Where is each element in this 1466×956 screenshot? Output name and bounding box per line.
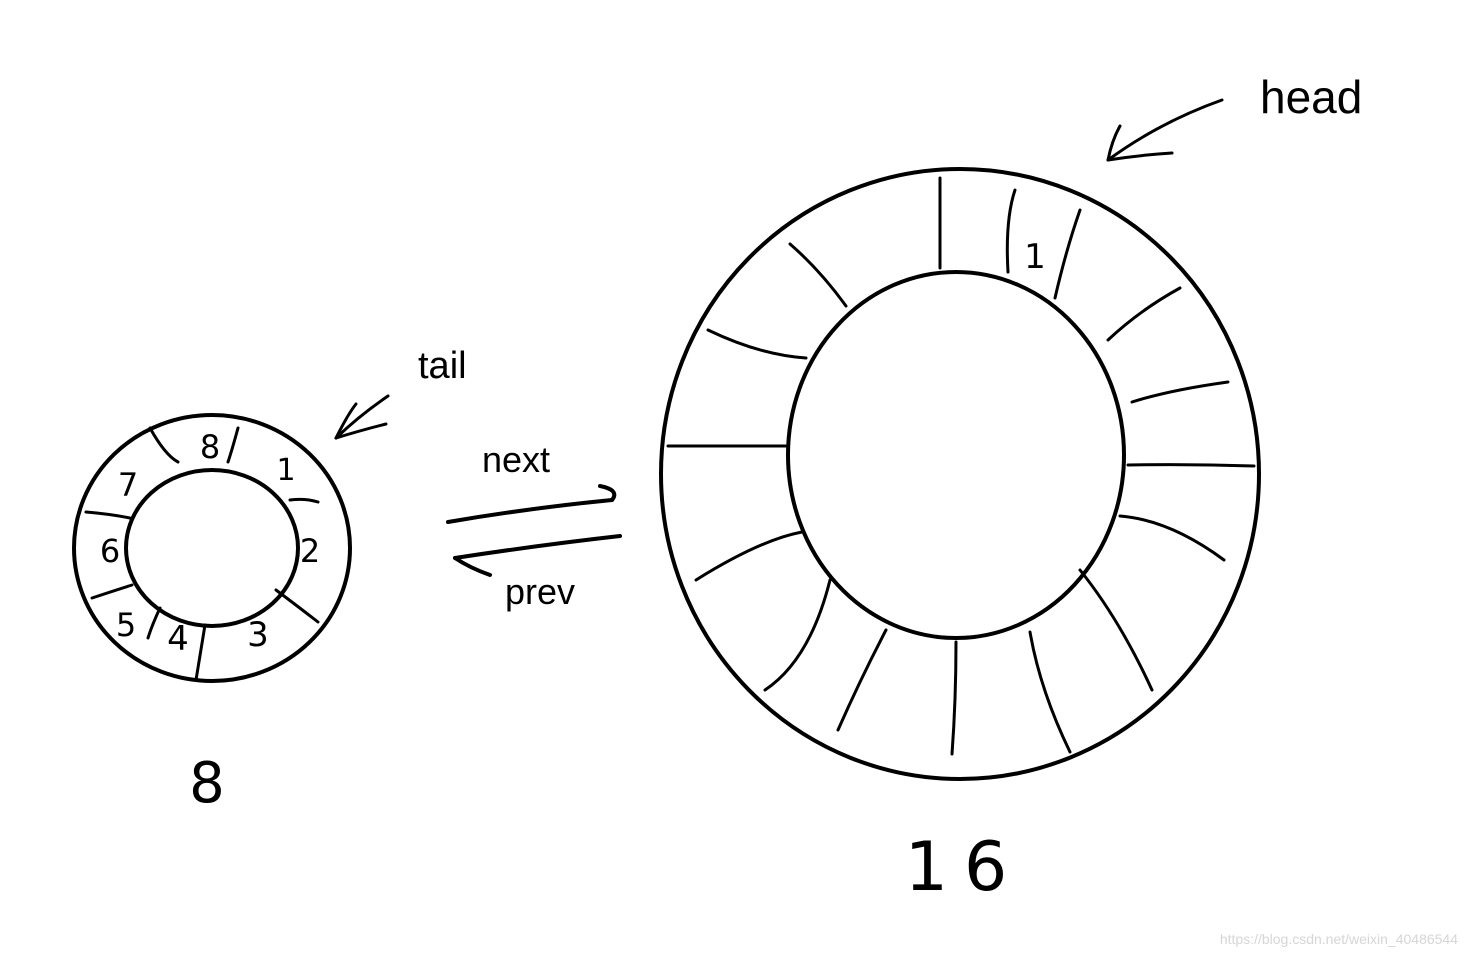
large-divider	[1118, 514, 1226, 562]
small-slot-6: 6	[100, 532, 120, 570]
prev-label: prev	[505, 571, 575, 612]
small-slot-2: 2	[300, 532, 320, 570]
large-divider	[1130, 380, 1230, 404]
small-slot-8: 8	[200, 428, 220, 466]
next-arrow-icon	[446, 484, 617, 524]
large-ring-inner	[786, 270, 1126, 640]
tail-arrow-icon	[334, 394, 390, 440]
head-arrow-icon	[1106, 98, 1224, 162]
small-slot-7: 7	[118, 466, 138, 504]
small-slot-3: 3	[247, 615, 269, 655]
large-divider	[763, 578, 832, 692]
small-divider	[274, 588, 320, 624]
large-divider	[694, 530, 804, 582]
small-slot-4: 4	[167, 619, 189, 659]
large-divider	[1126, 463, 1256, 468]
watermark: https://blog.csdn.net/weixin_40486544	[1220, 931, 1458, 947]
large-divider	[1005, 188, 1017, 274]
large-ring-size-label: 16	[905, 828, 1024, 907]
large-divider	[1078, 568, 1154, 692]
small-slot-5: 5	[116, 606, 136, 644]
large-slot-1: 1	[1024, 237, 1046, 277]
large-divider	[1106, 286, 1182, 342]
large-divider	[1028, 630, 1072, 754]
small-ring: 1 2 3 4 5 6 7 8	[72, 413, 352, 683]
large-divider	[950, 640, 958, 756]
small-ring-outer	[72, 413, 352, 683]
small-ring-size-label: 8	[189, 751, 225, 816]
head-label: head	[1260, 71, 1362, 123]
small-divider	[148, 426, 180, 464]
prev-arrow-icon	[453, 534, 622, 577]
small-divider	[226, 426, 240, 464]
next-label: next	[482, 439, 550, 480]
small-divider	[90, 583, 134, 600]
large-divider	[706, 328, 808, 360]
small-divider	[288, 497, 320, 504]
small-ring-inner	[124, 468, 300, 628]
large-divider	[788, 242, 848, 308]
small-divider	[146, 606, 162, 640]
tail-label: tail	[418, 345, 467, 387]
small-divider	[194, 623, 207, 682]
small-slot-1: 1	[276, 453, 295, 488]
large-ring: 1	[659, 167, 1261, 781]
large-divider	[1053, 208, 1082, 300]
large-ring-outer	[659, 167, 1261, 781]
large-divider	[836, 628, 888, 732]
small-divider	[84, 510, 132, 520]
